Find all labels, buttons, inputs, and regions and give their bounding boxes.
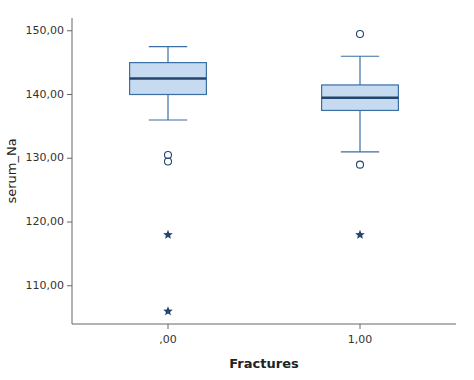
y-tick-label: 150,00 bbox=[26, 24, 65, 37]
y-axis-label: serum_Na bbox=[4, 138, 19, 203]
box bbox=[322, 85, 399, 111]
x-tick bbox=[360, 324, 361, 329]
extreme-outlier bbox=[163, 230, 173, 239]
cap-high bbox=[149, 46, 187, 47]
y-tick bbox=[67, 222, 72, 223]
whisker-low bbox=[167, 95, 168, 121]
x-tick bbox=[168, 324, 169, 329]
y-tick-label: 110,00 bbox=[26, 279, 65, 292]
x-tick-label: 1,00 bbox=[348, 333, 373, 346]
median bbox=[322, 96, 399, 99]
extreme-outlier bbox=[163, 306, 173, 315]
y-axis-line bbox=[72, 18, 73, 324]
extreme-outlier bbox=[355, 230, 365, 239]
whisker-high bbox=[359, 56, 360, 85]
y-tick bbox=[67, 30, 72, 31]
outlier bbox=[357, 30, 364, 37]
chart-container: 110,00 120,00 130,00 140,00 150,00 ,00 1,00 Fra… bbox=[0, 0, 474, 380]
whisker-high bbox=[167, 47, 168, 63]
whisker-low bbox=[359, 110, 360, 151]
y-tick-label: 120,00 bbox=[26, 215, 65, 228]
y-tick-label: 130,00 bbox=[26, 151, 65, 164]
x-tick-label: ,00 bbox=[159, 333, 177, 346]
cap-high bbox=[341, 56, 379, 57]
x-axis-label: Fractures bbox=[229, 356, 299, 371]
cap-low bbox=[149, 119, 187, 120]
cap-low bbox=[341, 151, 379, 152]
y-tick bbox=[67, 94, 72, 95]
y-tick-label: 140,00 bbox=[26, 88, 65, 101]
outlier bbox=[165, 158, 172, 165]
box bbox=[130, 63, 207, 95]
y-tick bbox=[67, 158, 72, 159]
chart: 110,00 120,00 130,00 140,00 150,00 ,00 1,00 Fra… bbox=[0, 0, 474, 380]
y-tick bbox=[67, 285, 72, 286]
plot-area bbox=[130, 30, 399, 315]
median bbox=[130, 77, 207, 80]
x-axis-line bbox=[72, 324, 456, 325]
outlier bbox=[357, 161, 364, 168]
